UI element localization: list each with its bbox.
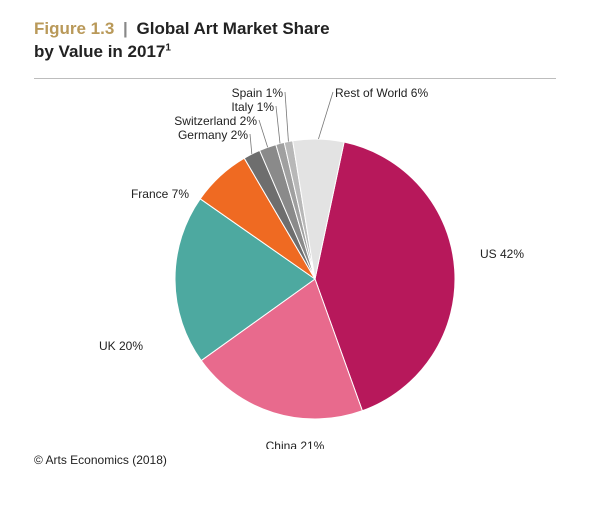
slice-label: US 42% [480,247,524,261]
figure-title-line1: Global Art Market Share [137,19,330,38]
leader-line [276,106,280,143]
slice-label: Rest of World 6% [335,86,428,100]
figure-title-line2: by Value in 20171 [34,42,171,61]
pie-svg: US 42% China 21% UK 20% France 7% Germany 2%… [35,79,555,449]
leader-line [250,134,252,154]
pie-chart: US 42% China 21% UK 20% France 7% Germany 2%… [35,79,555,449]
slice-label: Spain 1% [232,86,284,100]
slice-label: Switzerland 2% [174,114,257,128]
slice-label: Germany 2% [178,128,248,142]
leader-line [285,92,288,142]
figure-footnote-mark: 1 [165,42,171,53]
slice-label: France 7% [131,187,189,201]
leader-line [259,120,268,147]
figure-title-line2-text: by Value in 2017 [34,42,165,61]
slice-label: Italy 1% [231,100,274,114]
figure-heading: Figure 1.3 | Global Art Market Share by … [34,18,556,64]
figure-number: Figure 1.3 [34,19,114,38]
source-line: © Arts Economics (2018) [34,453,556,467]
figure-page: Figure 1.3 | Global Art Market Share by … [0,0,590,527]
slice-label: China 21% [266,439,325,449]
slice-label: UK 20% [99,339,143,353]
figure-separator: | [119,19,132,38]
leader-line [318,92,333,139]
